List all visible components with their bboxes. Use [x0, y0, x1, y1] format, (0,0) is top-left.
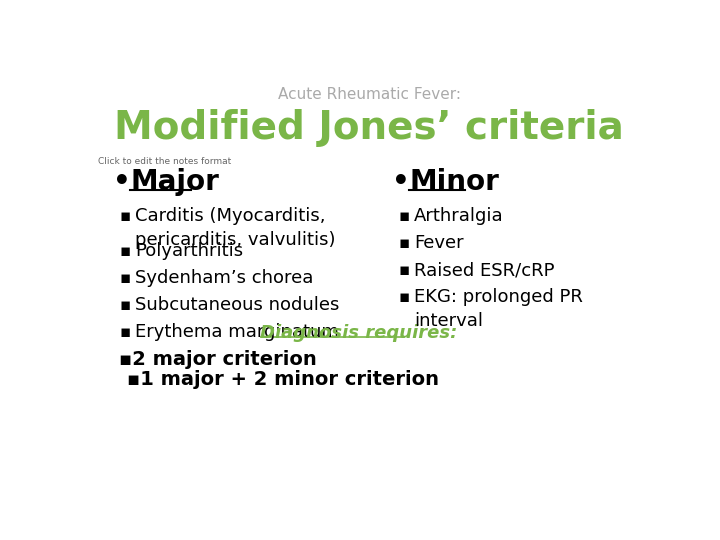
Text: Erythema marginatum: Erythema marginatum: [135, 323, 339, 341]
Text: Arthralgia: Arthralgia: [414, 207, 503, 225]
Text: ▪: ▪: [398, 261, 410, 279]
Text: Modified Jones’ criteria: Modified Jones’ criteria: [114, 109, 624, 147]
Text: ▪1 major + 2 minor criterion: ▪1 major + 2 minor criterion: [127, 370, 439, 389]
Text: EKG: prolonged PR
interval: EKG: prolonged PR interval: [414, 288, 582, 330]
Text: Sydenham’s chorea: Sydenham’s chorea: [135, 269, 313, 287]
Text: •: •: [392, 168, 410, 196]
Text: Diagnosis requires:: Diagnosis requires:: [261, 325, 458, 342]
Text: ▪: ▪: [120, 269, 131, 287]
Text: •: •: [113, 168, 131, 196]
Text: Acute Rheumatic Fever:: Acute Rheumatic Fever:: [277, 86, 461, 102]
Text: ▪: ▪: [120, 207, 131, 225]
Text: ▪: ▪: [120, 242, 131, 260]
Text: Fever: Fever: [414, 234, 464, 252]
Text: ▪: ▪: [398, 234, 410, 252]
Text: Carditis (Myocarditis,
pericarditis, valvulitis): Carditis (Myocarditis, pericarditis, val…: [135, 207, 336, 249]
Text: ▪: ▪: [398, 207, 410, 225]
Text: ▪: ▪: [120, 323, 131, 341]
Text: ▪2 major criterion: ▪2 major criterion: [120, 350, 318, 369]
Text: ▪: ▪: [120, 296, 131, 314]
Text: Minor: Minor: [409, 168, 499, 196]
Text: Raised ESR/cRP: Raised ESR/cRP: [414, 261, 554, 279]
Text: Polyarthritis: Polyarthritis: [135, 242, 243, 260]
Text: Subcutaneous nodules: Subcutaneous nodules: [135, 296, 339, 314]
Text: ▪: ▪: [398, 288, 410, 306]
Text: Click to edit the notes format: Click to edit the notes format: [98, 157, 231, 166]
Text: Major: Major: [130, 168, 219, 196]
